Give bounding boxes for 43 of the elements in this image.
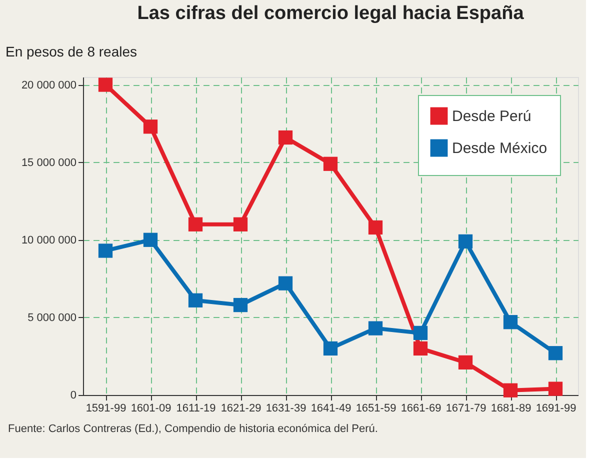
- y-axis-title: En pesos de 8 reales: [6, 44, 138, 60]
- point: [503, 315, 518, 330]
- y-tick-label: 5 000 000: [28, 312, 76, 324]
- point: [368, 321, 383, 336]
- legend-label: Desde Perú: [452, 108, 532, 125]
- point: [368, 220, 383, 235]
- x-tick-label: 1681-89: [490, 402, 532, 414]
- x-tick-label: 1691-99: [536, 402, 576, 414]
- point: [143, 120, 158, 134]
- point: [323, 156, 338, 171]
- x-tick-label: 1641-49: [310, 402, 352, 414]
- point: [278, 130, 293, 145]
- point: [188, 293, 203, 308]
- point: [98, 244, 113, 258]
- x-tick-label: 1671-79: [446, 402, 486, 414]
- x-tick-label: 1631-39: [266, 402, 306, 414]
- point: [548, 346, 563, 360]
- x-tick-label: 1601-09: [130, 402, 172, 414]
- point: [413, 341, 428, 356]
- y-tick-label: 0: [70, 390, 76, 402]
- point: [233, 298, 248, 312]
- x-tick-label: 1621-29: [220, 402, 262, 414]
- point: [413, 326, 428, 340]
- y-tick-label: 20 000 000: [21, 79, 76, 92]
- chart-title: Las cifras del comercio legal hacia España: [137, 3, 524, 24]
- point: [188, 217, 203, 232]
- y-tick-label: 10 000 000: [21, 234, 76, 246]
- point: [503, 383, 518, 398]
- x-tick-label: 1661-69: [400, 402, 442, 414]
- point: [458, 355, 473, 370]
- point: [458, 234, 473, 248]
- point: [548, 382, 563, 396]
- x-tick-label: 1591-99: [86, 402, 126, 414]
- point: [98, 78, 113, 92]
- point: [143, 232, 158, 247]
- y-tick-label: 15 000 000: [21, 156, 76, 169]
- point: [278, 276, 293, 290]
- point: [323, 341, 338, 356]
- x-tick-label: 1611-19: [176, 402, 216, 414]
- source-note: Fuente: Carlos Contreras (Ed.), Compendio de historia económica del Perú.: [8, 423, 378, 435]
- x-tick-label: 1651-59: [356, 402, 396, 414]
- point: [233, 217, 248, 232]
- legend-label: Desde México: [452, 140, 548, 157]
